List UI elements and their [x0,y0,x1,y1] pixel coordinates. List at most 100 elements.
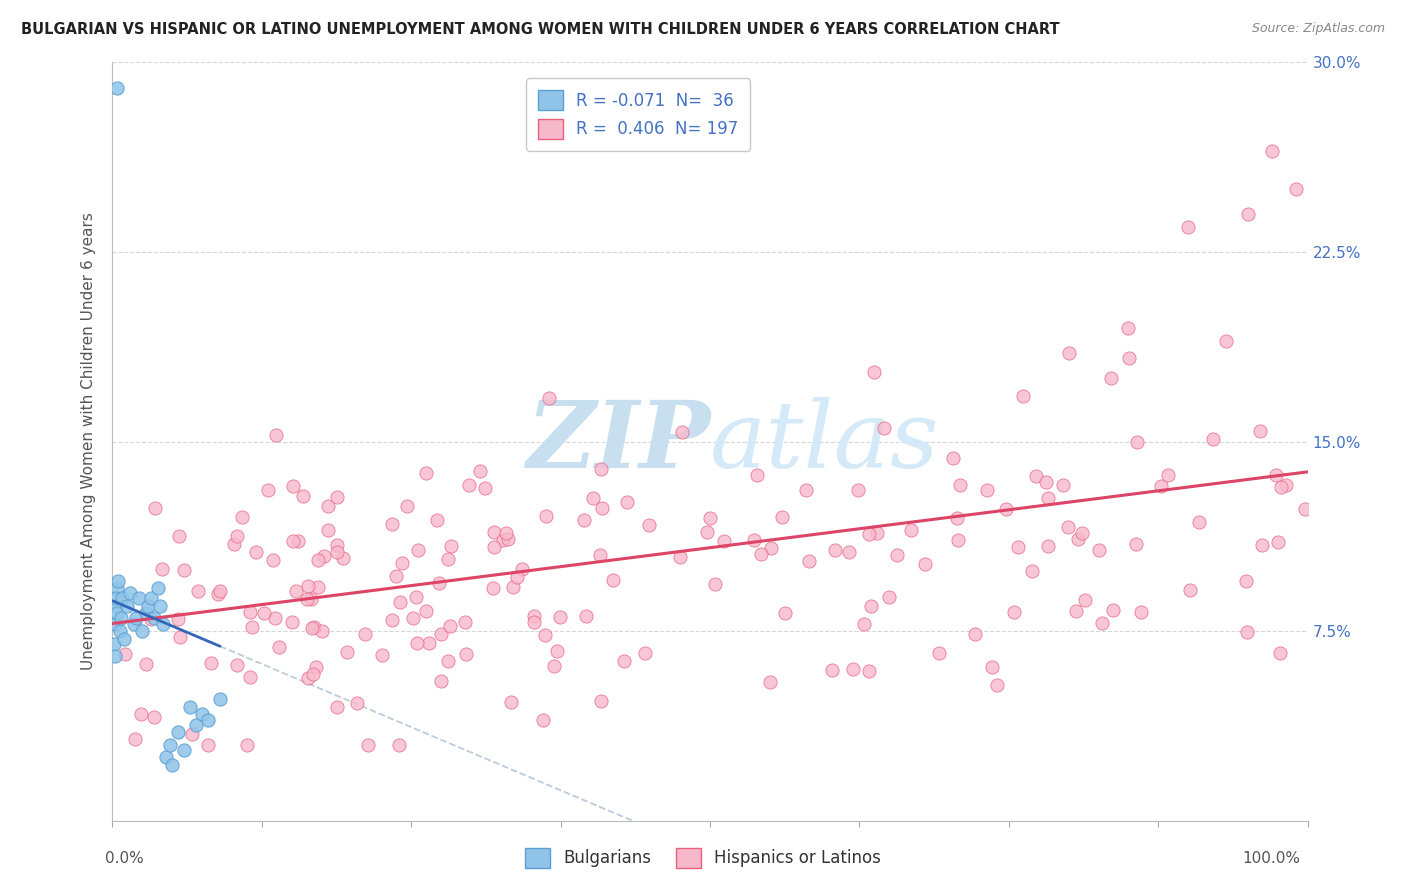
Point [297,671,319,685]
Text: 0.0%: 0.0% [105,851,145,865]
Text: BULGARIAN VS HISPANIC OR LATINO UNEMPLOYMENT AMONG WOMEN WITH CHILDREN UNDER 6 Y: BULGARIAN VS HISPANIC OR LATINO UNEMPLOY… [21,22,1060,37]
Point [429,626,451,640]
Point [145,501,167,516]
Point [796,483,818,497]
Point [616,495,638,509]
Legend: Bulgarians, Hispanics or Latinos: Bulgarians, Hispanics or Latinos [517,841,889,875]
Point [107,574,129,588]
Point [128,591,150,606]
Point [671,425,693,439]
Point [253,606,276,620]
Point [135,607,157,621]
Point [481,581,503,595]
Point [474,481,496,495]
Point [637,518,659,533]
Point [1067,532,1090,546]
Point [523,608,546,623]
Point [742,533,765,547]
Point [326,491,349,505]
Point [307,553,329,567]
Point [1267,535,1289,549]
Point [842,662,865,676]
Point [1268,646,1291,660]
Point [1129,605,1152,619]
Point [405,636,427,650]
Point [981,660,1004,674]
Point [281,479,304,493]
Point [591,694,613,708]
Point [131,624,153,639]
Point [886,548,908,562]
Point [591,500,613,515]
Point [946,533,969,548]
Point [281,534,304,549]
Point [150,562,173,576]
Point [498,532,520,546]
Point [380,516,402,531]
Point [326,538,349,552]
Point [159,738,181,752]
Point [149,599,172,613]
Point [391,556,413,570]
Point [1249,424,1271,438]
Point [405,590,427,604]
Point [143,611,166,625]
Point [389,594,412,608]
Point [1036,491,1059,506]
Point [138,599,160,613]
Point [285,584,308,599]
Point [304,619,326,633]
Point [1270,480,1292,494]
Point [301,621,323,635]
Point [316,523,339,537]
Point [866,526,889,541]
Point [299,592,322,607]
Text: ZIP: ZIP [526,397,710,486]
Point [538,391,561,405]
Point [208,583,231,598]
Point [591,462,613,476]
Point [482,541,505,555]
Point [1070,526,1092,541]
Point [388,738,411,752]
Point [114,632,135,646]
Point [437,654,460,668]
Point [197,713,219,727]
Point [103,637,125,651]
Point [269,640,291,654]
Point [239,670,262,684]
Point [873,421,896,435]
Point [326,699,349,714]
Point [1156,467,1178,482]
Point [307,580,329,594]
Point [179,699,201,714]
Point [124,732,146,747]
Legend: R = -0.071  N=  36, R =  0.406  N= 197: R = -0.071 N= 36, R = 0.406 N= 197 [526,78,751,151]
Point [1202,432,1225,446]
Point [146,581,169,595]
Point [104,616,127,631]
Point [440,539,463,553]
Point [239,605,262,619]
Point [186,717,208,731]
Point [669,549,692,564]
Point [104,649,127,664]
Point [1215,334,1237,348]
Point [747,467,769,482]
Point [169,630,191,644]
Point [114,647,136,661]
Point [505,570,527,584]
Point [523,615,546,630]
Point [415,466,437,480]
Point [108,624,131,639]
Point [209,692,232,706]
Point [332,551,354,566]
Point [1064,604,1087,618]
Point [773,606,796,620]
Point [838,545,860,559]
Point [1236,624,1258,639]
Point [1073,593,1095,607]
Point [858,526,880,541]
Point [846,483,869,497]
Point [129,706,152,721]
